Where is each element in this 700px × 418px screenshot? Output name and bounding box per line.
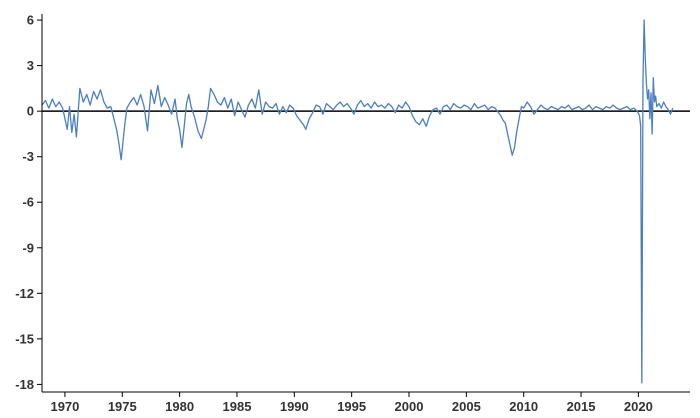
y-tick-label: -12 bbox=[15, 286, 34, 301]
y-tick-label: -3 bbox=[22, 149, 34, 164]
y-tick-label: 6 bbox=[27, 13, 34, 28]
x-tick-label: 2015 bbox=[567, 399, 596, 414]
y-tick-label: -18 bbox=[15, 377, 34, 392]
x-tick-label: 1975 bbox=[108, 399, 137, 414]
y-tick-label: 0 bbox=[27, 104, 34, 119]
y-tick-label: -15 bbox=[15, 331, 34, 346]
y-tick-label: -6 bbox=[22, 195, 34, 210]
x-tick-label: 1990 bbox=[280, 399, 309, 414]
x-tick-label: 2005 bbox=[452, 399, 481, 414]
x-tick-label: 2000 bbox=[395, 399, 424, 414]
y-axis-ticks: 6 3 0 -3 -6 -9 -12 -15 -18 bbox=[15, 13, 42, 392]
y-tick-label: -9 bbox=[22, 240, 34, 255]
x-tick-label: 2020 bbox=[624, 399, 653, 414]
x-tick-label: 1995 bbox=[337, 399, 366, 414]
x-axis-ticks: 1970 1975 1980 1985 1990 1995 2000 2005 2010 2015… bbox=[50, 392, 653, 414]
y-tick-label: 3 bbox=[27, 58, 34, 73]
series-line bbox=[41, 19, 674, 384]
x-tick-label: 1980 bbox=[165, 399, 194, 414]
x-tick-label: 2010 bbox=[509, 399, 538, 414]
x-tick-label: 1985 bbox=[223, 399, 252, 414]
x-tick-label: 1970 bbox=[50, 399, 79, 414]
